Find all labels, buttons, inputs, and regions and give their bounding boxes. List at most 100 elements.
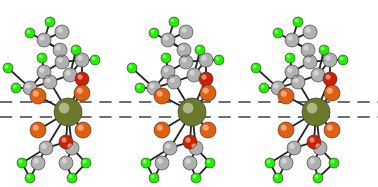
Circle shape (265, 158, 275, 168)
Circle shape (127, 63, 137, 73)
Circle shape (65, 70, 71, 76)
Circle shape (203, 88, 209, 94)
Circle shape (37, 33, 51, 47)
Circle shape (135, 83, 145, 93)
Circle shape (179, 55, 193, 69)
Circle shape (273, 28, 283, 38)
Circle shape (151, 30, 155, 33)
Circle shape (287, 67, 293, 73)
Circle shape (157, 158, 163, 164)
Circle shape (33, 91, 39, 97)
Circle shape (195, 45, 205, 55)
Circle shape (31, 156, 45, 170)
Circle shape (193, 175, 197, 179)
Circle shape (285, 65, 299, 79)
Circle shape (325, 55, 331, 61)
Circle shape (57, 57, 63, 63)
Circle shape (259, 83, 269, 93)
Circle shape (59, 135, 73, 149)
Circle shape (185, 137, 191, 143)
Circle shape (39, 35, 45, 41)
Circle shape (25, 83, 31, 89)
Circle shape (191, 143, 197, 149)
Circle shape (163, 67, 169, 73)
Circle shape (327, 125, 333, 131)
Circle shape (137, 85, 141, 88)
Circle shape (151, 175, 155, 179)
Circle shape (340, 57, 344, 61)
Circle shape (77, 88, 83, 94)
Circle shape (281, 125, 287, 131)
Circle shape (324, 85, 340, 101)
Circle shape (179, 25, 193, 39)
Circle shape (81, 158, 91, 168)
Circle shape (251, 63, 261, 73)
Circle shape (149, 173, 159, 183)
Circle shape (203, 125, 209, 131)
Circle shape (3, 63, 13, 73)
Circle shape (293, 17, 303, 27)
Circle shape (278, 122, 294, 138)
Circle shape (61, 158, 67, 164)
Circle shape (157, 91, 163, 97)
Circle shape (183, 103, 194, 113)
Circle shape (183, 135, 197, 149)
Circle shape (161, 53, 171, 63)
Circle shape (275, 175, 279, 179)
Circle shape (43, 75, 57, 89)
Circle shape (54, 98, 82, 126)
Circle shape (30, 122, 46, 138)
Circle shape (74, 85, 90, 101)
Circle shape (154, 88, 170, 104)
Circle shape (207, 160, 211, 163)
Circle shape (41, 143, 47, 149)
Circle shape (323, 53, 337, 67)
Circle shape (45, 77, 51, 83)
Circle shape (305, 57, 311, 63)
Circle shape (275, 30, 279, 33)
Circle shape (307, 156, 321, 170)
Circle shape (303, 25, 317, 39)
Circle shape (75, 53, 89, 67)
Circle shape (37, 53, 47, 63)
Circle shape (5, 65, 8, 68)
Circle shape (205, 158, 215, 168)
Circle shape (92, 57, 96, 61)
Circle shape (33, 125, 39, 131)
Circle shape (141, 158, 151, 168)
Circle shape (39, 67, 45, 73)
Circle shape (295, 19, 299, 22)
Circle shape (167, 75, 181, 89)
Circle shape (171, 19, 175, 22)
Circle shape (287, 55, 291, 59)
Circle shape (309, 137, 315, 143)
Circle shape (178, 98, 206, 126)
Circle shape (11, 83, 21, 93)
Circle shape (59, 156, 73, 170)
Circle shape (267, 160, 271, 163)
Circle shape (129, 65, 133, 68)
Circle shape (67, 143, 73, 149)
Circle shape (77, 55, 83, 61)
Circle shape (311, 68, 325, 82)
Circle shape (307, 103, 318, 113)
Circle shape (47, 19, 51, 22)
Circle shape (78, 125, 84, 131)
Circle shape (147, 81, 161, 95)
Circle shape (19, 160, 23, 163)
Circle shape (325, 74, 331, 80)
Circle shape (75, 72, 89, 86)
Circle shape (13, 85, 17, 88)
Circle shape (55, 25, 69, 39)
Circle shape (181, 27, 187, 33)
Circle shape (149, 28, 159, 38)
Circle shape (327, 88, 333, 94)
Circle shape (278, 88, 294, 104)
Circle shape (315, 143, 321, 149)
Circle shape (169, 77, 175, 83)
Circle shape (154, 122, 170, 138)
Circle shape (323, 72, 337, 86)
Circle shape (181, 57, 187, 63)
Circle shape (17, 158, 27, 168)
Circle shape (189, 70, 195, 76)
